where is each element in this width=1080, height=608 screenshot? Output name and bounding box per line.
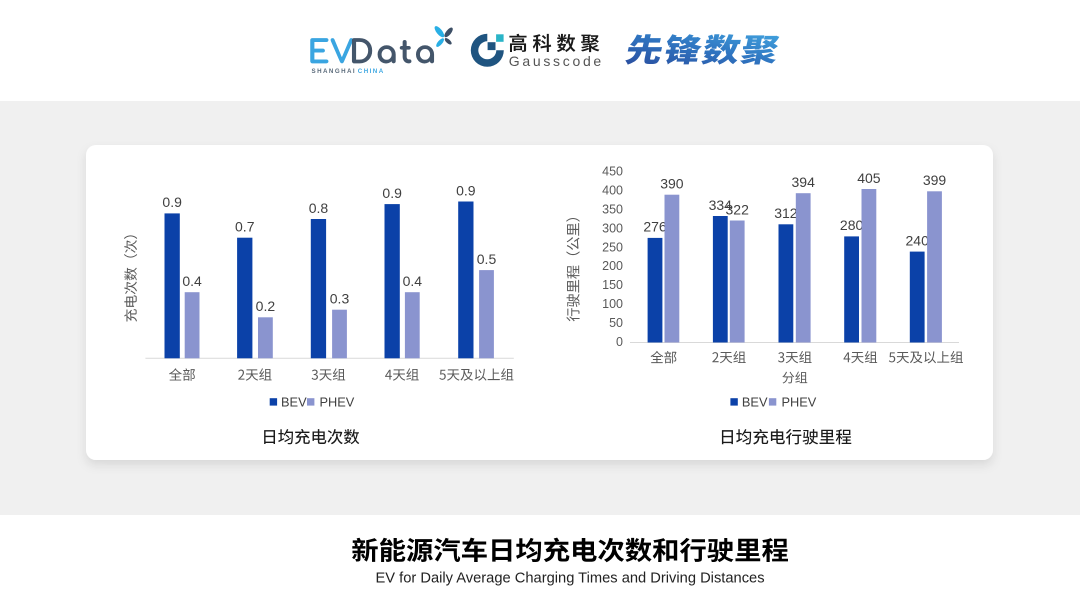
svg-text:0.7: 0.7 [235, 219, 255, 235]
svg-text:280: 280 [840, 217, 864, 233]
svg-text:0.2: 0.2 [256, 298, 276, 314]
svg-text:0.4: 0.4 [182, 273, 202, 289]
svg-text:400: 400 [602, 183, 623, 197]
svg-text:399: 399 [923, 172, 947, 188]
svg-text:0.8: 0.8 [309, 200, 329, 216]
svg-text:250: 250 [602, 240, 623, 254]
svg-text:0.9: 0.9 [382, 185, 402, 201]
svg-text:200: 200 [602, 259, 623, 273]
svg-text:Gausscode: Gausscode [509, 53, 604, 69]
svg-text:390: 390 [660, 176, 684, 192]
svg-text:350: 350 [602, 202, 623, 216]
svg-text:BEV: BEV [742, 395, 768, 410]
svg-text:334: 334 [709, 197, 733, 213]
svg-text:0: 0 [616, 335, 623, 349]
svg-text:50: 50 [609, 316, 623, 330]
svg-text:150: 150 [602, 278, 623, 292]
svg-text:0.5: 0.5 [477, 251, 497, 267]
svg-text:0.9: 0.9 [162, 194, 182, 210]
svg-text:0.4: 0.4 [403, 273, 423, 289]
svg-text:450: 450 [602, 165, 623, 179]
svg-text:PHEV: PHEV [782, 395, 817, 410]
svg-text:0.3: 0.3 [330, 291, 350, 307]
svg-text:0.9: 0.9 [456, 182, 476, 198]
svg-text:BEV: BEV [281, 395, 307, 410]
svg-text:394: 394 [792, 174, 816, 190]
svg-text:EV for Daily Average Charging: EV for Daily Average Charging Times and … [375, 571, 764, 587]
svg-text:PHEV: PHEV [320, 395, 355, 410]
svg-text:100: 100 [602, 297, 623, 311]
svg-text:SHANGHAI: SHANGHAI [312, 68, 357, 75]
svg-text:300: 300 [602, 221, 623, 235]
svg-text:322: 322 [726, 201, 750, 217]
svg-text:240: 240 [906, 232, 930, 248]
svg-text:405: 405 [857, 170, 881, 186]
svg-text:276: 276 [643, 219, 667, 235]
svg-text:312: 312 [774, 205, 798, 221]
svg-text:CHINA: CHINA [358, 68, 385, 75]
